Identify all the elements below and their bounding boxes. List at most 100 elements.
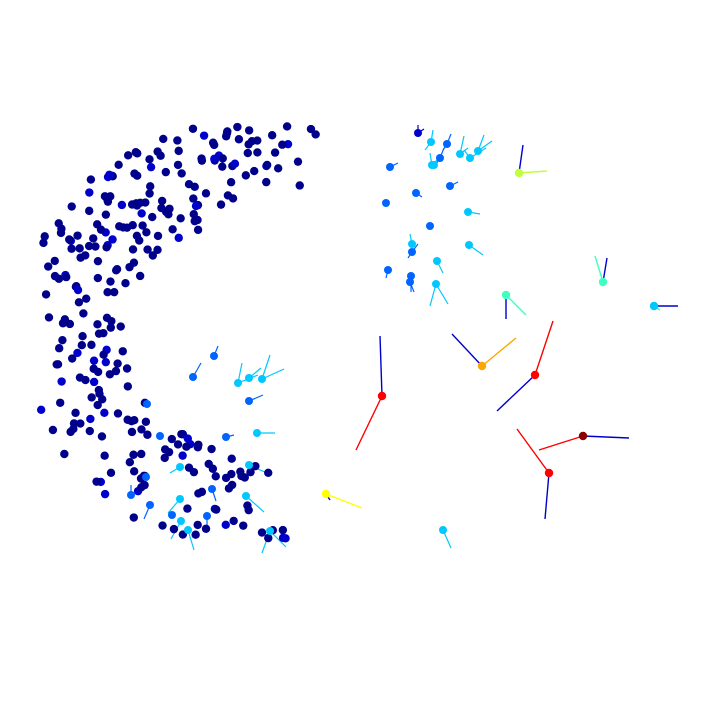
data-point [501,290,511,300]
data-point [243,148,253,158]
data-point [159,134,168,144]
data-point [65,235,74,244]
data-point [130,169,139,178]
data-point [173,160,183,170]
data-point [221,520,230,530]
data-point [127,491,135,499]
data-point [386,163,394,171]
data-point [55,398,65,407]
data-point [408,240,416,248]
data-point [465,241,473,249]
data-point [167,434,177,444]
data-point [173,440,183,449]
data-point [78,331,87,341]
data-point [245,374,253,382]
data-point [74,298,84,307]
data-point [169,524,179,534]
data-point [278,140,287,149]
data-point [253,148,262,157]
data-point [118,347,127,356]
data-point [40,232,49,241]
data-point [251,461,260,471]
data-point [189,373,197,381]
data-point [208,138,218,147]
data-point [85,188,94,197]
vector-line [261,368,285,380]
data-point [241,171,251,180]
data-point [203,512,211,520]
vector-line [505,294,527,316]
data-point [54,344,64,353]
data-point [306,124,316,134]
data-point [246,467,255,477]
data-point [168,225,177,234]
data-point [242,492,250,500]
data-point [89,234,98,243]
data-point [218,154,227,163]
data-point [262,177,271,187]
vector-line [496,374,536,412]
data-point [140,480,149,490]
vector-line [518,170,548,174]
data-point [514,168,524,178]
data-point [114,160,123,169]
data-point [212,505,221,514]
data-point [123,151,133,160]
data-point [210,154,219,164]
data-point [117,200,127,210]
data-point [129,467,139,476]
data-point [128,220,137,230]
vector-line [594,255,604,283]
data-point [145,155,154,164]
data-point [129,513,138,522]
data-point [143,400,151,408]
data-point [53,360,63,369]
data-point [71,408,80,418]
data-point [142,228,151,237]
data-point [191,530,200,539]
data-point [100,192,110,201]
data-point [197,487,207,497]
vector-line [355,395,383,451]
data-point [93,273,103,283]
data-point [174,233,183,243]
data-point [50,271,60,281]
data-point [221,132,231,141]
data-point [264,533,273,543]
data-point [105,170,114,180]
data-point [477,361,487,371]
data-point [86,414,95,424]
data-point [530,370,540,380]
data-point [75,373,85,382]
data-point [244,126,254,135]
data-point [282,122,292,131]
data-point [226,178,236,187]
vector-line [538,435,584,451]
data-point [135,271,145,281]
data-point [106,468,116,478]
data-point [267,131,277,140]
data-point [201,189,211,198]
data-point [77,341,87,350]
data-point [67,354,77,363]
data-point [57,377,66,386]
data-point [474,147,482,155]
data-point [257,528,267,537]
data-point [89,356,99,365]
data-point [60,449,69,459]
data-point [443,140,451,148]
data-point [148,212,157,222]
data-point [216,200,226,209]
data-point [236,467,245,476]
data-point [56,228,66,238]
data-point [183,504,192,513]
vector-line [261,354,271,380]
data-point [223,191,233,200]
data-point [143,430,152,439]
data-point [221,473,231,483]
data-point [158,521,167,530]
data-point [177,517,185,525]
data-point [446,182,454,190]
data-point [649,301,659,311]
data-point [189,467,199,477]
